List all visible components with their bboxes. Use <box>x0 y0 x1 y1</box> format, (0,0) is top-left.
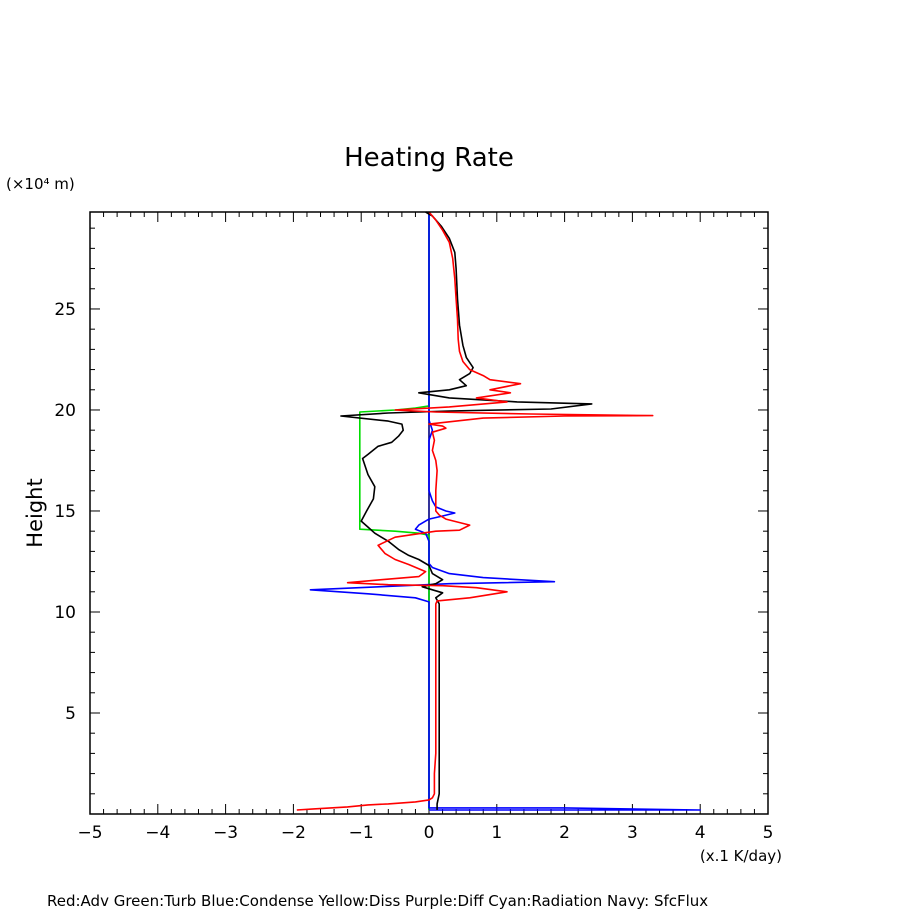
x-tick-label: −3 <box>213 823 238 843</box>
x-tick-label: 3 <box>627 823 638 843</box>
x-tick-label: 4 <box>695 823 706 843</box>
y-axis-unit: (×10⁴ m) <box>6 175 75 193</box>
y-tick-label: 25 <box>54 300 76 320</box>
series-line-black <box>340 211 593 810</box>
series-lines <box>296 211 702 811</box>
y-tick-label: 15 <box>54 502 76 522</box>
x-tick-labels: −5 −4 −3 −2 −1 0 1 2 3 4 5 <box>77 823 773 843</box>
series-line-red <box>296 211 654 811</box>
x-tick-label: 2 <box>559 823 570 843</box>
x-tick-label: −1 <box>349 823 374 843</box>
x-tick-label: −2 <box>281 823 306 843</box>
x-axis-unit: (x.1 K/day) <box>700 847 782 865</box>
series-line-green <box>358 212 430 810</box>
axis-ticks <box>89 212 769 814</box>
x-tick-label: 5 <box>763 823 774 843</box>
y-tick-label: 20 <box>54 401 76 421</box>
plot-frame <box>89 211 769 815</box>
legend-text: Red:Adv Green:Turb Blue:Condense Yellow:… <box>47 892 709 910</box>
y-tick-label: 5 <box>65 704 76 724</box>
x-tick-label: −5 <box>77 823 102 843</box>
x-tick-label: 0 <box>424 823 435 843</box>
chart-title: Heating Rate <box>344 143 514 173</box>
x-tick-label: 1 <box>491 823 502 843</box>
y-axis-label: Height <box>23 478 47 547</box>
x-tick-label: −4 <box>145 823 170 843</box>
series-line-blue <box>309 212 702 811</box>
y-tick-labels: 5 10 15 20 25 <box>54 300 76 724</box>
y-tick-label: 10 <box>54 603 76 623</box>
